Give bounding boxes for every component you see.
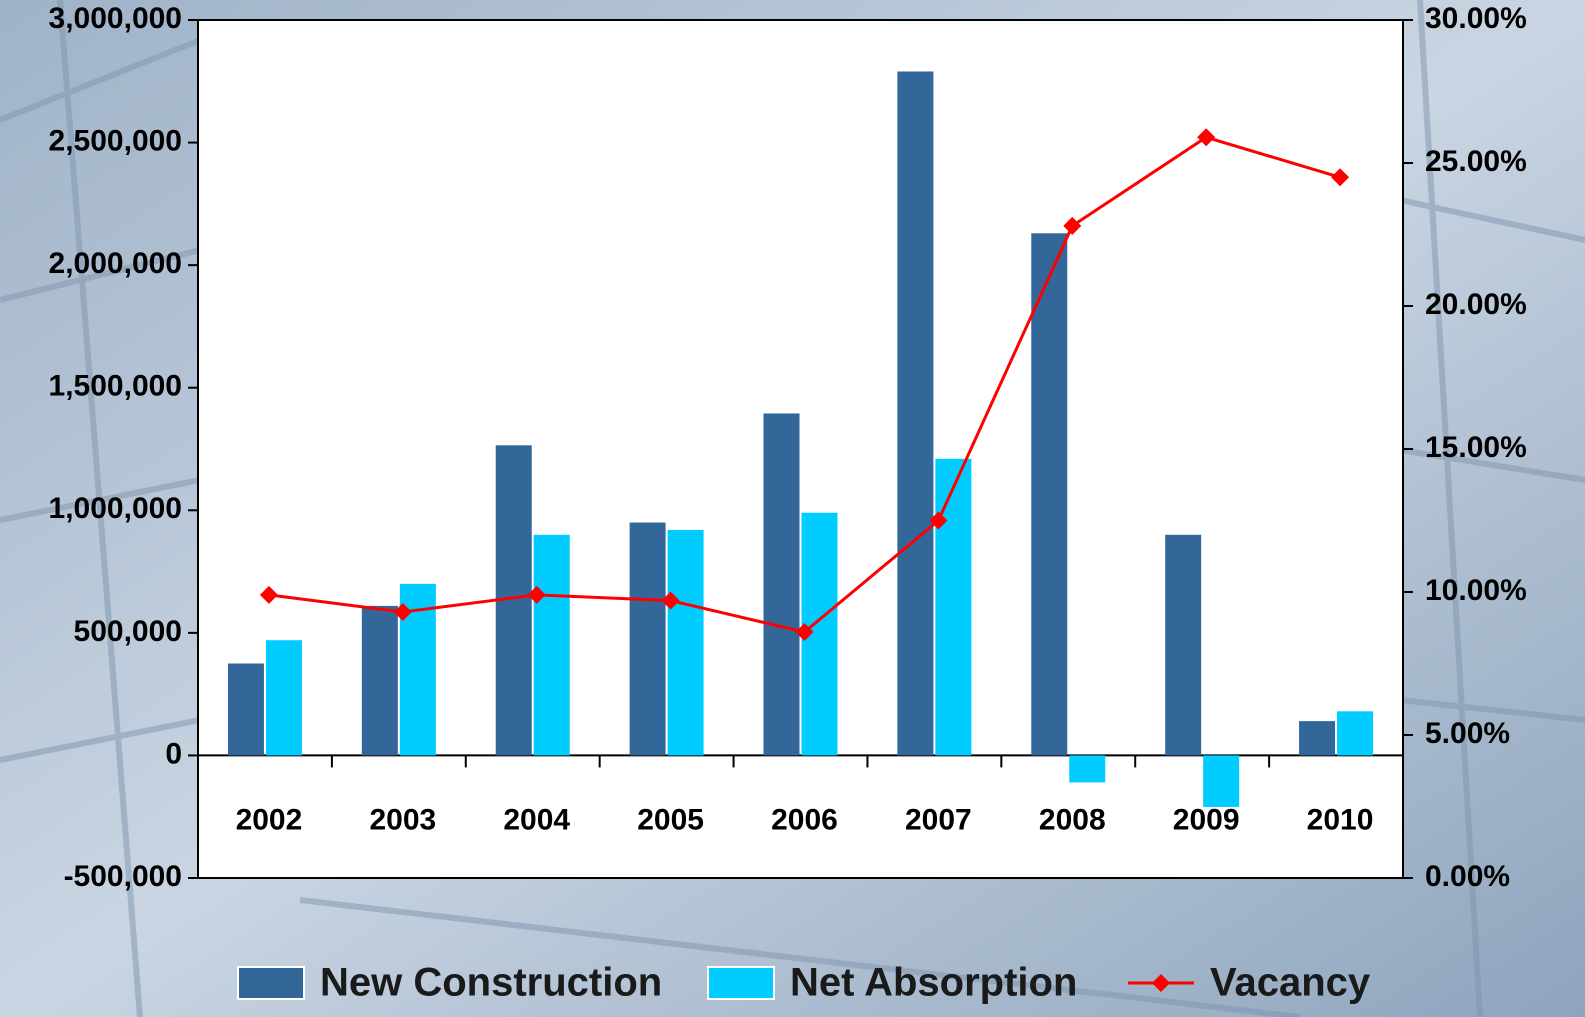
x-tick-label: 2008 <box>1039 803 1106 836</box>
bar <box>1299 721 1335 755</box>
y-tick-label: 1,000,000 <box>49 492 182 525</box>
x-tick-label: 2007 <box>905 803 972 836</box>
legend-label: Net Absorption <box>790 961 1077 1005</box>
x-tick-label: 2003 <box>369 803 436 836</box>
legend-label: Vacancy <box>1210 961 1371 1005</box>
bar <box>1337 711 1373 755</box>
bar <box>1031 233 1067 755</box>
legend-label: New Construction <box>320 961 662 1005</box>
x-tick-label: 2002 <box>236 803 303 836</box>
y-tick-label: 2,000,000 <box>49 247 182 280</box>
y-tick-label: 500,000 <box>74 615 182 648</box>
bar <box>266 640 302 755</box>
x-tick-label: 2009 <box>1173 803 1240 836</box>
chart: New Construction Net Absorption Vacancy -5… <box>0 0 1585 1017</box>
x-tick-label: 2004 <box>503 803 570 836</box>
bar <box>630 523 666 756</box>
bar <box>228 664 264 756</box>
x-tick-label: 2006 <box>771 803 838 836</box>
y2-tick-label: 0.00% <box>1425 860 1510 893</box>
y2-tick-label: 20.00% <box>1425 288 1527 321</box>
y-tick-label: 0 <box>165 737 182 770</box>
y2-tick-label: 15.00% <box>1425 431 1527 464</box>
bar <box>935 459 971 756</box>
y2-tick-label: 25.00% <box>1425 145 1527 178</box>
legend-swatch <box>708 967 774 999</box>
bar <box>897 71 933 755</box>
bar <box>764 413 800 755</box>
y2-tick-label: 5.00% <box>1425 717 1510 750</box>
y2-tick-label: 30.00% <box>1425 2 1527 35</box>
bar <box>1203 755 1239 806</box>
bar <box>668 530 704 756</box>
y2-tick-label: 10.00% <box>1425 574 1527 607</box>
x-tick-label: 2005 <box>637 803 704 836</box>
bar <box>362 606 398 756</box>
bar <box>1165 535 1201 756</box>
x-tick-label: 2010 <box>1307 803 1374 836</box>
legend-swatch <box>238 967 304 999</box>
y-tick-label: 3,000,000 <box>49 2 182 35</box>
bar <box>534 535 570 756</box>
bar <box>1069 755 1105 782</box>
y-tick-label: -500,000 <box>64 860 182 893</box>
y-tick-label: 1,500,000 <box>49 370 182 403</box>
y-tick-label: 2,500,000 <box>49 124 182 157</box>
